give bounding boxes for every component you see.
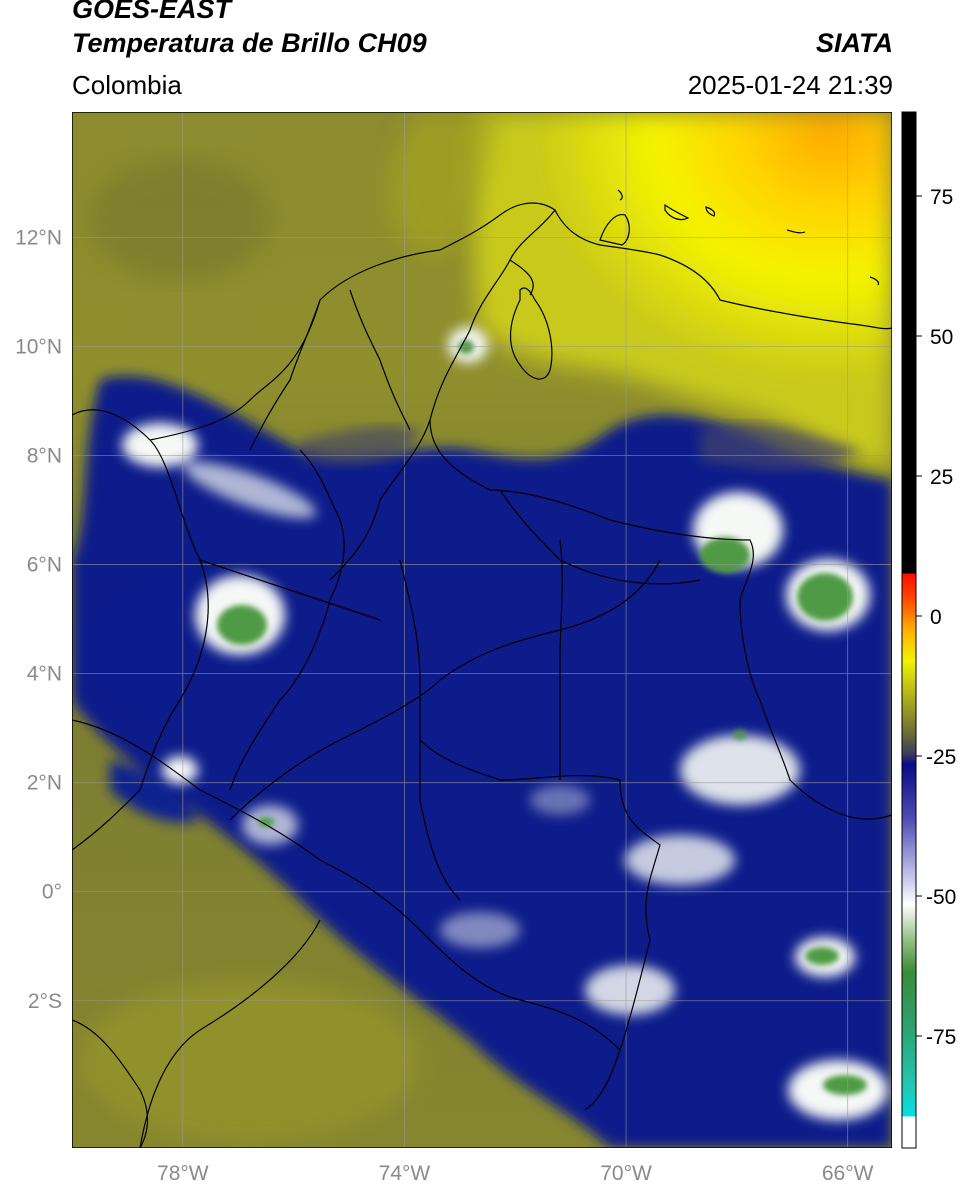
lon-tick-label: 78°W	[157, 1162, 209, 1185]
lat-tick-label: 0°	[42, 881, 62, 904]
lat-tick-label: 12°N	[15, 226, 62, 249]
colorbar-tick-label: 75	[930, 186, 953, 209]
colorbar-tick-label: -75	[926, 1026, 956, 1049]
lat-tick-label: 6°N	[27, 554, 62, 577]
colorbar-ticks: 75 50 25 0 -25 -50 -75	[916, 186, 956, 1049]
agency-label: SIATA	[816, 28, 893, 58]
lat-tick-label: 2°S	[28, 990, 62, 1013]
lon-tick-label: 66°W	[822, 1162, 874, 1185]
colorbar-tick-label: 0	[930, 606, 942, 629]
datetime-label: 2025-01-24 21:39	[687, 70, 893, 100]
gridlines	[72, 112, 892, 1148]
colorbar-gradient	[901, 111, 917, 1149]
colorbar-tick-label: 25	[930, 466, 953, 489]
lat-tick-label: 4°N	[27, 663, 62, 686]
colorbar-tick-label: 50	[930, 326, 953, 349]
political-boundaries	[72, 189, 892, 1148]
latitude-axis: 12°N 10°N 8°N 6°N 4°N 2°N 0° 2°S	[15, 226, 62, 1012]
longitude-axis: 78°W 74°W 70°W 66°W	[157, 1162, 874, 1185]
colorbar-tick-label: -50	[926, 886, 956, 909]
satellite-title: GOES-EAST	[72, 0, 232, 24]
lon-tick-label: 70°W	[600, 1162, 652, 1185]
colorbar-tick-label: -25	[926, 746, 956, 769]
satellite-imagery	[72, 112, 892, 1148]
lon-tick-label: 74°W	[379, 1162, 431, 1185]
product-title: Temperatura de Brillo CH09	[72, 28, 427, 58]
lat-tick-label: 8°N	[27, 445, 62, 468]
region-label: Colombia	[72, 70, 182, 100]
lat-tick-label: 10°N	[15, 335, 62, 358]
colorbar: 75 50 25 0 -25 -50 -75	[901, 111, 956, 1149]
lat-tick-label: 2°N	[27, 772, 62, 795]
